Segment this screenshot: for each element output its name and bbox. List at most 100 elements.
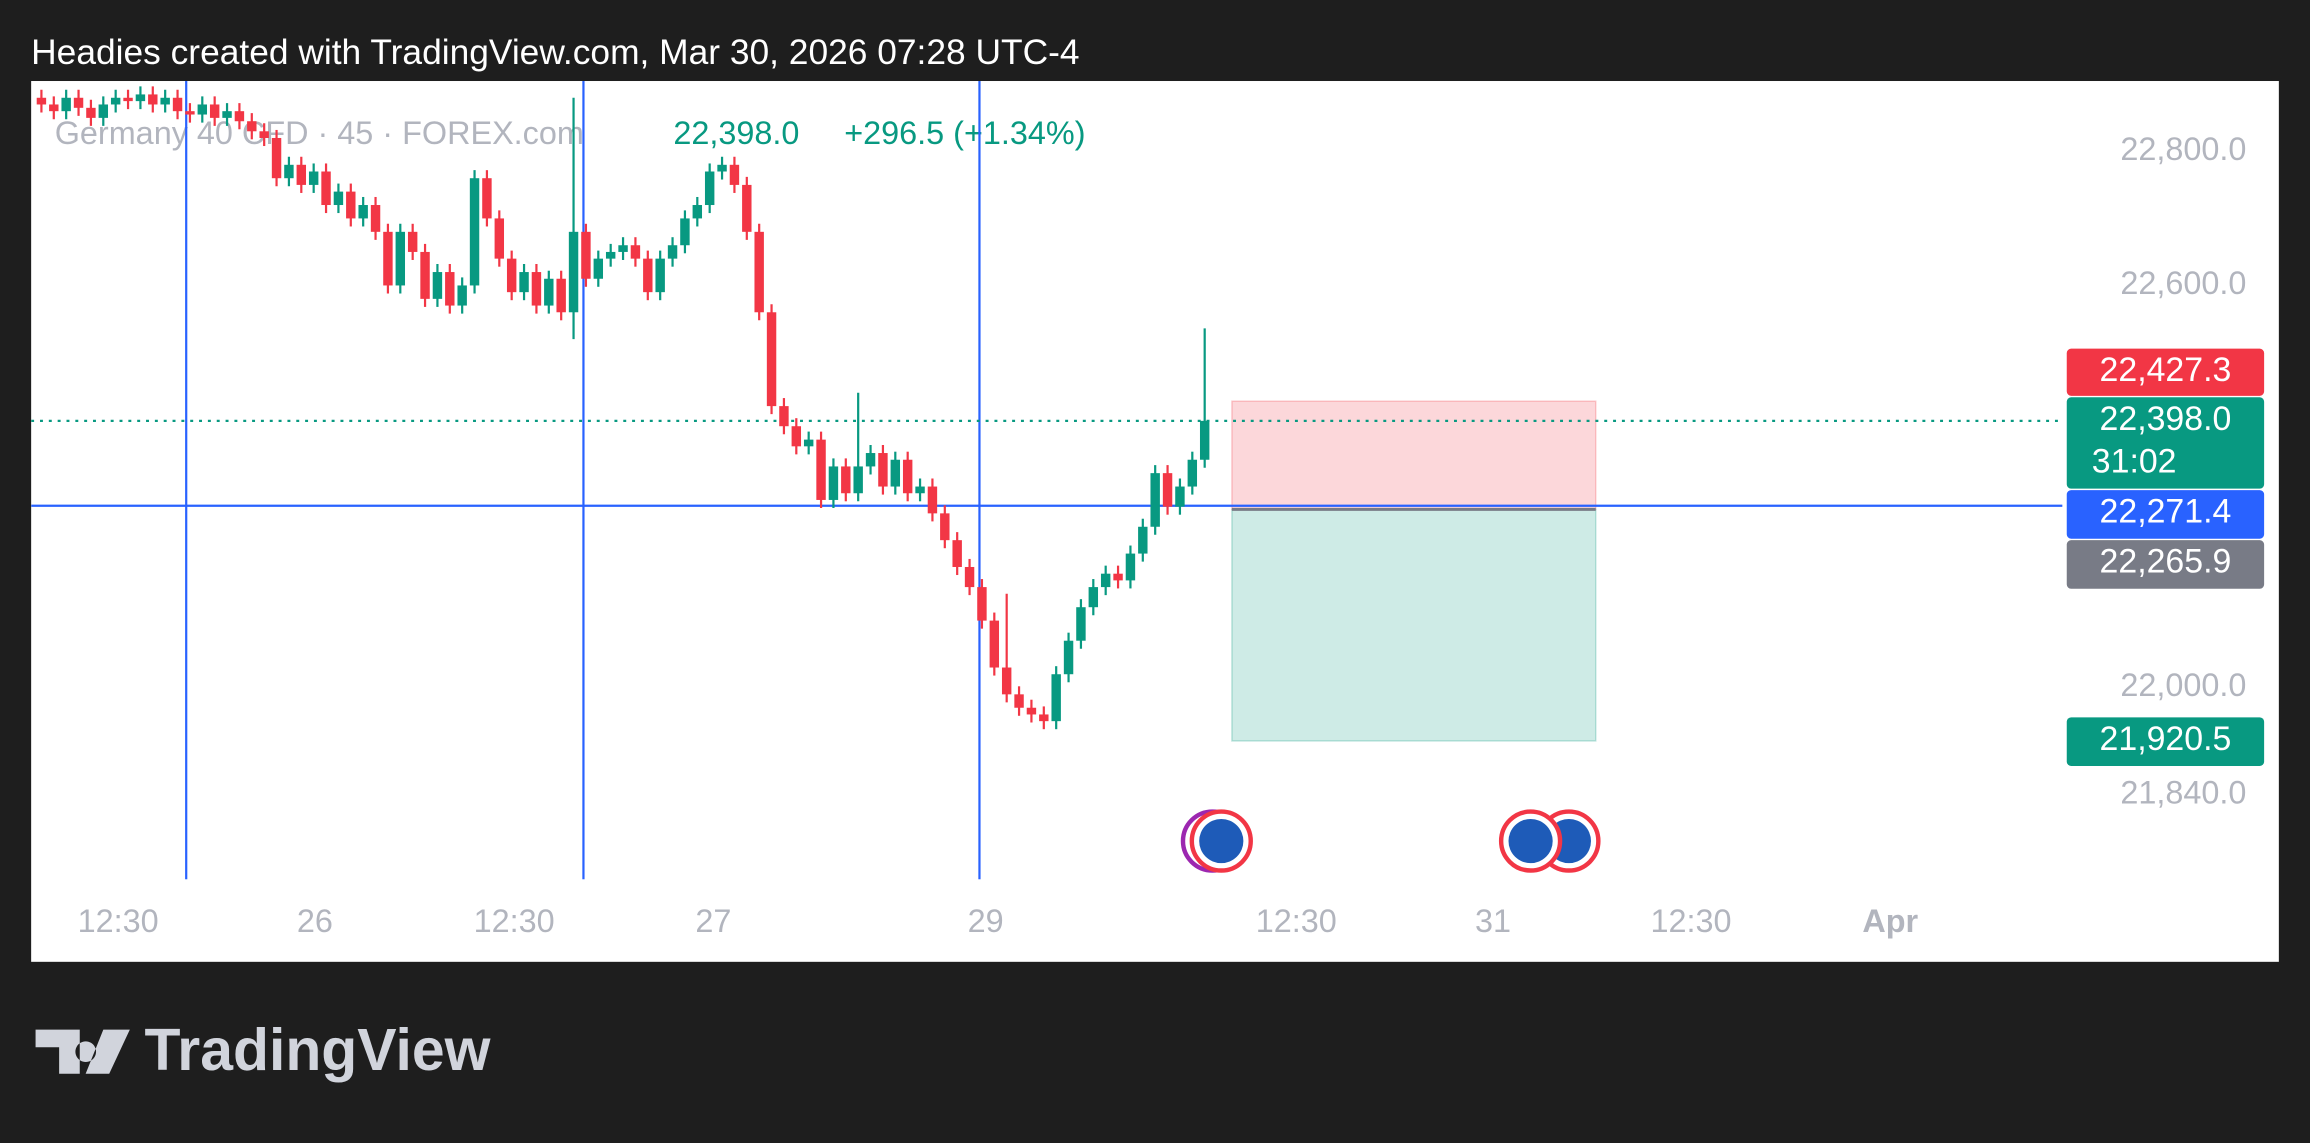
candle-body — [383, 231, 393, 286]
candle-body — [556, 278, 566, 313]
candle-body — [841, 466, 851, 494]
x-tick-label: 12:30 — [78, 903, 159, 939]
candle-body — [482, 178, 492, 219]
candle-body — [358, 205, 368, 219]
brand: TradingView — [145, 1018, 491, 1083]
x-tick-label: 12:30 — [1650, 903, 1731, 939]
x-tick-label: 12:30 — [1256, 903, 1337, 939]
candle-body — [915, 486, 925, 494]
candle-body — [791, 426, 802, 447]
candle-body — [692, 205, 703, 219]
candle-body — [704, 171, 715, 206]
candle-body — [1039, 714, 1049, 722]
overlay: 22,800.0 22,600.0 22,000.0 21,840.0 12:30 26 1… — [78, 131, 2265, 939]
candle-body — [667, 245, 678, 259]
candle-body — [49, 104, 59, 112]
candle-body — [469, 178, 480, 286]
candle-body — [247, 121, 257, 132]
price-tag — [2066, 490, 2265, 539]
candle-body — [36, 97, 47, 105]
candle-body — [940, 513, 950, 541]
x-tick-label: 26 — [297, 903, 333, 939]
price-tag-label: 22,427.3 — [2100, 351, 2232, 389]
candle-body — [395, 231, 406, 286]
candle-body — [86, 107, 96, 118]
candle-body — [766, 312, 777, 407]
candle-body — [222, 111, 232, 118]
price-tag-label: 22,398.0 — [2100, 400, 2232, 438]
candle-body — [519, 272, 529, 293]
x-tick-label: 27 — [695, 903, 731, 939]
candle-body — [1138, 526, 1148, 554]
candle-body — [729, 164, 740, 185]
candle-body — [160, 97, 170, 105]
candle-body — [828, 466, 839, 500]
candle-body — [110, 97, 121, 105]
candle-body — [1199, 420, 1210, 460]
candle-body — [445, 272, 455, 306]
risk-zone — [1231, 400, 1597, 511]
candle-body — [643, 258, 653, 293]
logo-mark — [35, 1029, 130, 1074]
candle-body — [209, 104, 220, 118]
candle-body — [816, 439, 826, 500]
candle-body — [259, 131, 269, 138]
y-tick-label: 22,800.0 — [2120, 131, 2246, 167]
candle-body — [407, 231, 418, 252]
candle-body — [123, 97, 133, 102]
plot — [31, 81, 2063, 880]
candle-body — [605, 251, 616, 259]
candle-body — [568, 231, 579, 313]
price-tag — [2066, 348, 2265, 396]
candle-body — [457, 285, 467, 306]
candle-body — [234, 111, 245, 122]
candle-body — [977, 587, 987, 621]
candle-body — [964, 566, 975, 588]
candle-body — [73, 97, 84, 108]
candle-body — [296, 164, 307, 185]
price-tag — [2066, 397, 2265, 489]
last-price: 22,398.0 — [673, 115, 799, 151]
candle-body — [865, 453, 876, 467]
x-tick-label: 31 — [1475, 903, 1511, 939]
price-tag-label: 21,920.5 — [2100, 720, 2232, 758]
candle-body — [432, 272, 443, 299]
candle-body — [197, 104, 208, 115]
candle-body — [308, 171, 319, 185]
y-tick-label: 22,000.0 — [2120, 667, 2246, 703]
x-tick-label: Apr — [1862, 903, 1918, 939]
price-tag — [2066, 540, 2265, 589]
candle-body — [420, 251, 430, 299]
candle-body — [135, 94, 146, 102]
candle-body — [952, 540, 962, 567]
candle-body — [531, 272, 542, 306]
candle-body — [902, 459, 913, 494]
candle-body — [754, 231, 764, 313]
candle-body — [494, 218, 505, 259]
x-tick-label: 12:30 — [474, 903, 555, 939]
candle-body — [1076, 607, 1086, 641]
candle-body — [717, 164, 727, 172]
symbol: Germany 40 CFD · 45 · FOREX.com — [55, 115, 584, 151]
logo: TradingView — [35, 1018, 491, 1083]
candle-body — [1162, 473, 1173, 507]
candle-body — [506, 258, 517, 293]
candle-body — [1113, 573, 1123, 581]
events — [1180, 809, 1601, 873]
x-tick-label: 29 — [968, 903, 1004, 939]
candle-body — [742, 184, 752, 232]
candle-body — [593, 258, 604, 279]
candle-body — [544, 278, 554, 306]
candle-body — [1088, 587, 1099, 608]
candle-body — [890, 459, 901, 487]
countdown: 31:02 — [2092, 443, 2177, 481]
candle-body — [333, 191, 344, 206]
candle-body — [1063, 640, 1074, 675]
price-tag — [2066, 717, 2265, 766]
candle-body — [98, 104, 109, 118]
change: +296.5 (+1.34%) — [844, 115, 1085, 151]
price-tag-label: 22,271.4 — [2100, 493, 2232, 531]
candle-body — [927, 486, 938, 514]
candle-body — [878, 453, 888, 487]
